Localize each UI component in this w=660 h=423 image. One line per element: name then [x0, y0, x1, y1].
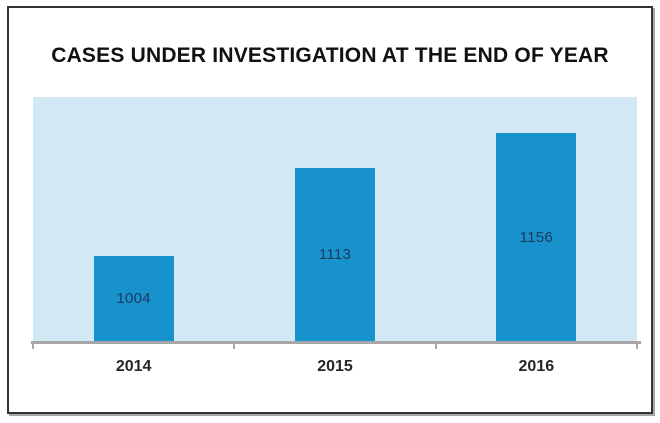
plot-area: 1004 1113 1156: [33, 97, 637, 341]
bars-row: 1004 1113 1156: [33, 97, 637, 341]
x-tick-label: 2014: [115, 358, 152, 375]
axis-tick: [233, 344, 236, 349]
bar-cell: 1004: [33, 97, 234, 341]
x-tick-label: 2015: [317, 358, 353, 375]
bar-2015: 1113: [294, 168, 375, 341]
bar-2014: 1004: [93, 256, 174, 341]
bar-cell: 1113: [234, 97, 435, 341]
x-axis-line: [31, 341, 641, 349]
bar-value-label: 1004: [116, 290, 151, 307]
x-tick-label: 2016: [518, 358, 555, 375]
chart-title: CASES UNDER INVESTIGATION AT THE END OF …: [51, 44, 609, 67]
bar-cell: 1156: [436, 97, 637, 341]
chart-frame: CASES UNDER INVESTIGATION AT THE END OF …: [7, 6, 653, 414]
bar-2016: 1156: [496, 133, 577, 341]
bar-value-label: 1113: [318, 246, 352, 263]
x-axis-labels: 2014 2015 2016: [33, 352, 637, 376]
axis-tick: [434, 344, 437, 349]
bar-value-label: 1156: [519, 228, 554, 246]
axis-tick: [636, 344, 638, 349]
axis-tick: [32, 344, 34, 349]
